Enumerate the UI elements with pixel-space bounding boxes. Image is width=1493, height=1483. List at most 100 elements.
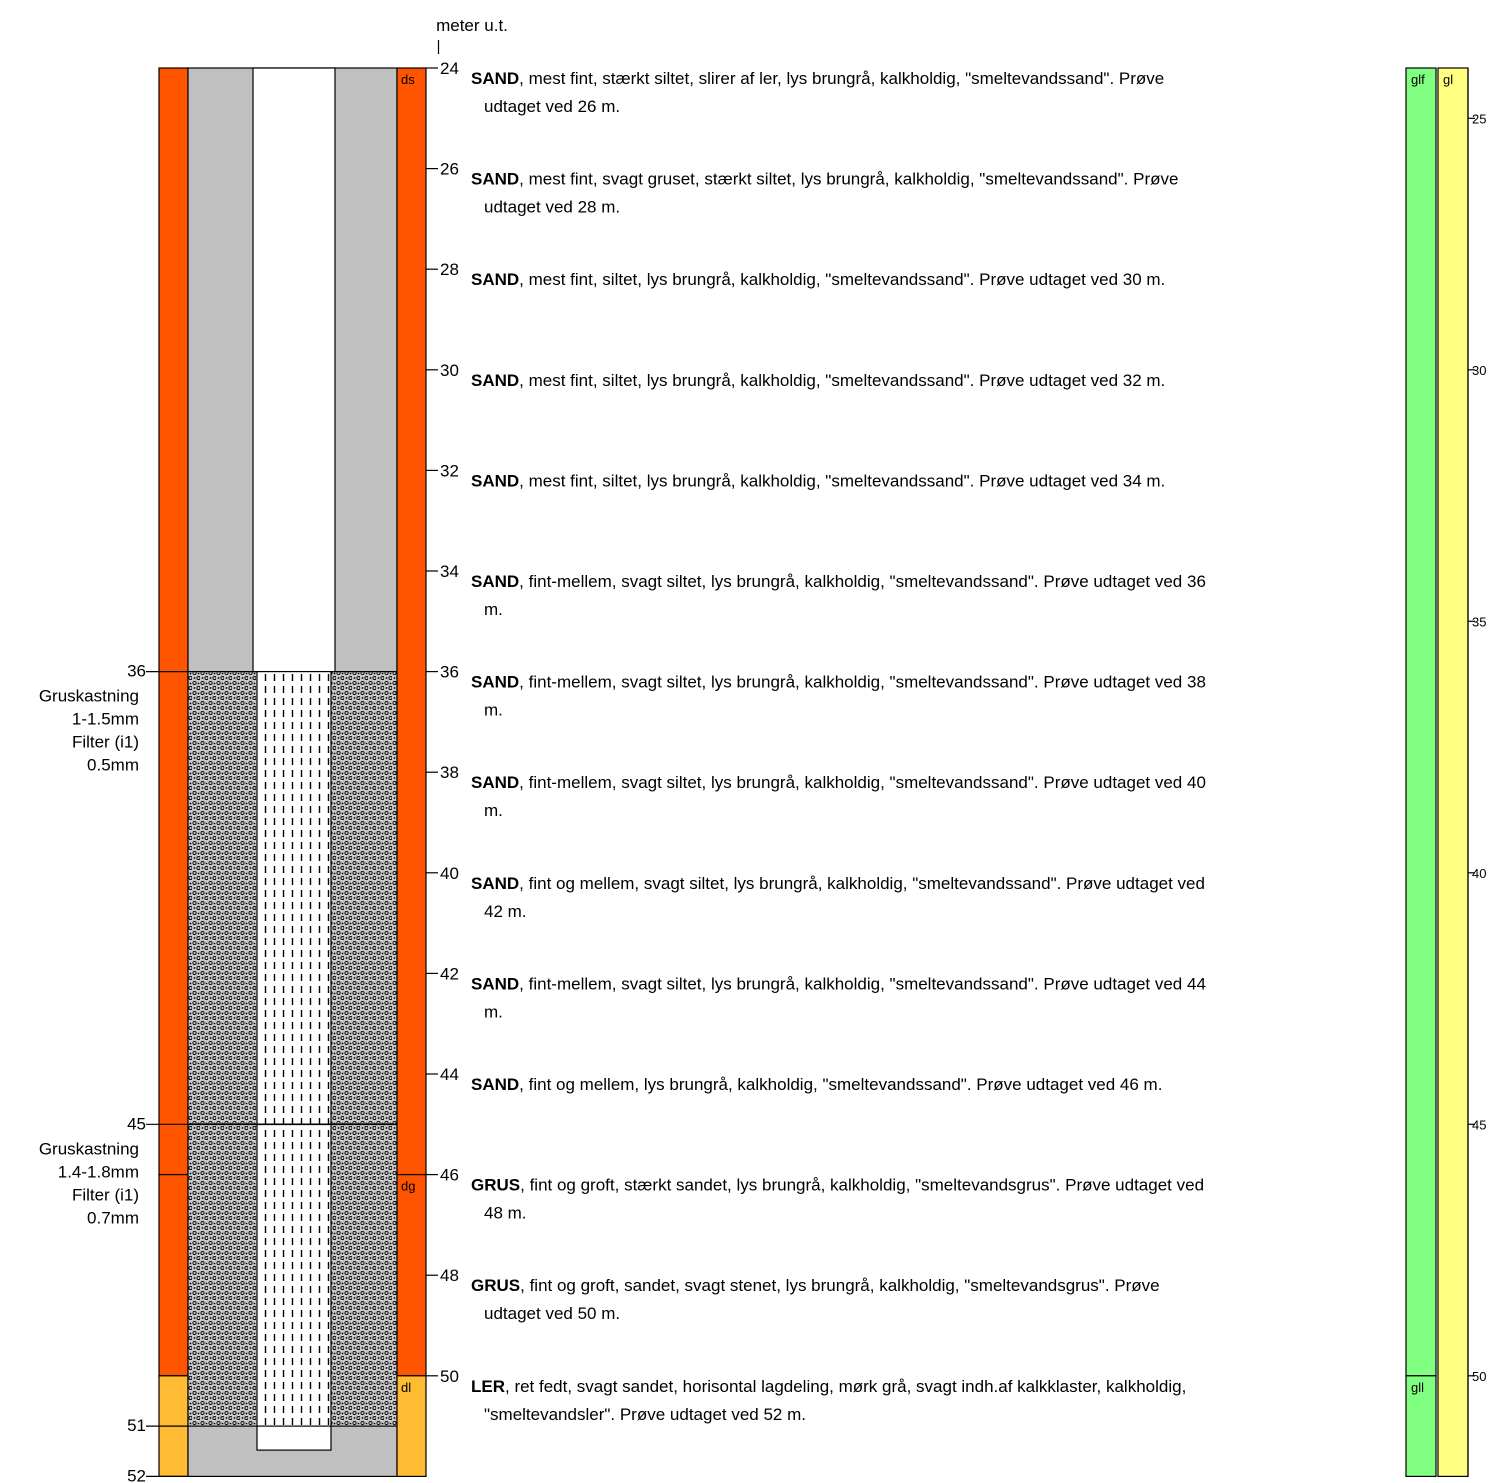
- description-continuation: "smeltevandsler". Prøve udtaget ved 52 m…: [484, 1405, 806, 1424]
- lithology-column-right: ds dg dl: [396, 67, 427, 1478]
- depth-tick-label: 32: [440, 461, 459, 480]
- depth-tick-label: 38: [440, 763, 459, 782]
- depth-axis: meter u.t. 24 26 28 30 32 34 36 38 40 42 44 46 48 50: [426, 16, 508, 1386]
- description: SAND, fint-mellem, svagt siltet, lys bru…: [471, 673, 1206, 692]
- depth-tick-label: 48: [440, 1266, 459, 1285]
- right-axis-tick-label: 40: [1472, 866, 1486, 881]
- depth-tick-label: 36: [440, 663, 459, 682]
- filter-note-line: Gruskastning: [39, 1139, 139, 1158]
- right-axis-tick-label: 50: [1472, 1369, 1486, 1384]
- description-lithology: SAND: [471, 270, 519, 289]
- lithology-descriptions: SAND, mest fint, stærkt siltet, slirer a…: [471, 69, 1206, 1424]
- depth-tick-label: 42: [440, 964, 459, 983]
- description-lithology: SAND: [471, 69, 519, 88]
- depth-mark-label: 51: [127, 1416, 146, 1435]
- description: SAND, mest fint, svagt gruset, stærkt si…: [471, 170, 1178, 189]
- well-screen: [256, 670, 332, 1427]
- depth-tick-label: 26: [440, 160, 459, 179]
- description-text: , mest fint, siltet, lys brungrå, kalkho…: [519, 270, 1165, 289]
- depth-mark-label: 52: [127, 1466, 146, 1483]
- lithology-code: ds: [401, 72, 415, 87]
- description: SAND, mest fint, siltet, lys brungrå, ka…: [471, 371, 1165, 390]
- description-lithology: GRUS: [471, 1276, 520, 1295]
- description: SAND, fint-mellem, svagt siltet, lys bru…: [471, 974, 1206, 993]
- description-text: , fint-mellem, svagt siltet, lys brungrå…: [519, 773, 1206, 792]
- description-lithology: GRUS: [471, 1176, 520, 1195]
- well-construction: [187, 67, 398, 1477]
- lithology-code: dl: [401, 1380, 411, 1395]
- description: GRUS, fint og groft, stærkt sandet, lys …: [471, 1176, 1204, 1195]
- description: LER, ret fedt, svagt sandet, horisontal …: [471, 1377, 1186, 1396]
- depth-tick-label: 44: [440, 1065, 459, 1084]
- description-lithology: SAND: [471, 974, 519, 993]
- right-axis-tick-label: 35: [1472, 614, 1486, 629]
- description-lithology: SAND: [471, 471, 519, 490]
- depth-axis-label: meter u.t.: [436, 16, 508, 35]
- filter-notes: Gruskastning 1-1.5mm Filter (i1) 0.5mm Grusk…: [39, 687, 139, 1228]
- right-axis-tick-label: 30: [1472, 363, 1486, 378]
- genesis-code: gl: [1443, 72, 1453, 87]
- description-continuation: udtaget ved 26 m.: [484, 97, 620, 116]
- description-lithology: SAND: [471, 874, 519, 893]
- description-lithology: SAND: [471, 1075, 519, 1094]
- genesis-band: [1437, 67, 1469, 1478]
- filter-note-line: 1-1.5mm: [72, 710, 139, 729]
- lithology-code: dg: [401, 1179, 415, 1194]
- lithology-column-left: [158, 67, 189, 1478]
- description-continuation: m.: [484, 801, 503, 820]
- description-text: , mest fint, svagt gruset, stærkt siltet…: [519, 170, 1178, 189]
- filter-note-line: Filter (i1): [72, 733, 139, 752]
- well-casing: [252, 67, 336, 673]
- sump-pipe: [256, 1425, 332, 1451]
- filter-note-line: 0.7mm: [87, 1208, 139, 1227]
- description: SAND, fint-mellem, svagt siltet, lys bru…: [471, 773, 1206, 792]
- genesis-code: gll: [1411, 1380, 1424, 1395]
- filter-note-line: Gruskastning: [39, 687, 139, 706]
- genesis-band: [1405, 67, 1437, 1377]
- genesis-code: glf: [1411, 72, 1425, 87]
- description-text: , mest fint, siltet, lys brungrå, kalkho…: [519, 371, 1165, 390]
- description-text: , mest fint, siltet, lys brungrå, kalkho…: [519, 471, 1165, 490]
- filter-note-line: Filter (i1): [72, 1185, 139, 1204]
- description-continuation: m.: [484, 600, 503, 619]
- description-text: , fint-mellem, svagt siltet, lys brungrå…: [519, 572, 1206, 591]
- description-continuation: 48 m.: [484, 1204, 527, 1223]
- description: SAND, mest fint, stærkt siltet, slirer a…: [471, 69, 1164, 88]
- filter-note-line: 1.4-1.8mm: [58, 1162, 139, 1181]
- depth-tick-label: 28: [440, 260, 459, 279]
- description-text: , fint-mellem, svagt siltet, lys brungrå…: [519, 974, 1206, 993]
- depth-mark-label: 45: [127, 1114, 146, 1133]
- description: SAND, mest fint, siltet, lys brungrå, ka…: [471, 471, 1165, 490]
- left-depth-marks: 36 45 51 52: [127, 662, 188, 1483]
- depth-tick-label: 40: [440, 864, 459, 883]
- filter-note-line: 0.5mm: [87, 756, 139, 775]
- description-text: , fint og groft, sandet, svagt stenet, l…: [520, 1276, 1160, 1295]
- depth-tick-label: 30: [440, 361, 459, 380]
- genesis-band: [1405, 1375, 1437, 1478]
- genesis-columns: glf gll gl: [1405, 67, 1469, 1478]
- description-lithology: SAND: [471, 673, 519, 692]
- lithology-band-left: [158, 1173, 189, 1377]
- depth-mark-label: 36: [127, 662, 146, 681]
- description-lithology: LER: [471, 1377, 505, 1396]
- depth-tick-label: 50: [440, 1367, 459, 1386]
- lithology-band-left: [158, 67, 189, 1176]
- lithology-band-right: [396, 67, 427, 1176]
- description-text: , fint og mellem, svagt siltet, lys brun…: [519, 874, 1205, 893]
- description-continuation: udtaget ved 50 m.: [484, 1304, 620, 1323]
- description-text: , fint og mellem, lys brungrå, kalkholdi…: [519, 1075, 1162, 1094]
- description-continuation: m.: [484, 701, 503, 720]
- description-text: , ret fedt, svagt sandet, horisontal lag…: [505, 1377, 1186, 1396]
- right-axis-tick-label: 25: [1472, 111, 1486, 126]
- description: SAND, fint-mellem, svagt siltet, lys bru…: [471, 572, 1206, 591]
- depth-tick-label: 34: [440, 562, 459, 581]
- description-lithology: SAND: [471, 572, 519, 591]
- description: SAND, fint og mellem, svagt siltet, lys …: [471, 874, 1205, 893]
- description: GRUS, fint og groft, sandet, svagt stene…: [471, 1276, 1160, 1295]
- description-text: , fint og groft, stærkt sandet, lys brun…: [520, 1176, 1204, 1195]
- description-lithology: SAND: [471, 170, 519, 189]
- description-lithology: SAND: [471, 773, 519, 792]
- description: SAND, fint og mellem, lys brungrå, kalkh…: [471, 1075, 1162, 1094]
- right-depth-axis: 25 30 35 40 45 50: [1467, 68, 1486, 1477]
- description-text: , mest fint, stærkt siltet, slirer af le…: [519, 69, 1164, 88]
